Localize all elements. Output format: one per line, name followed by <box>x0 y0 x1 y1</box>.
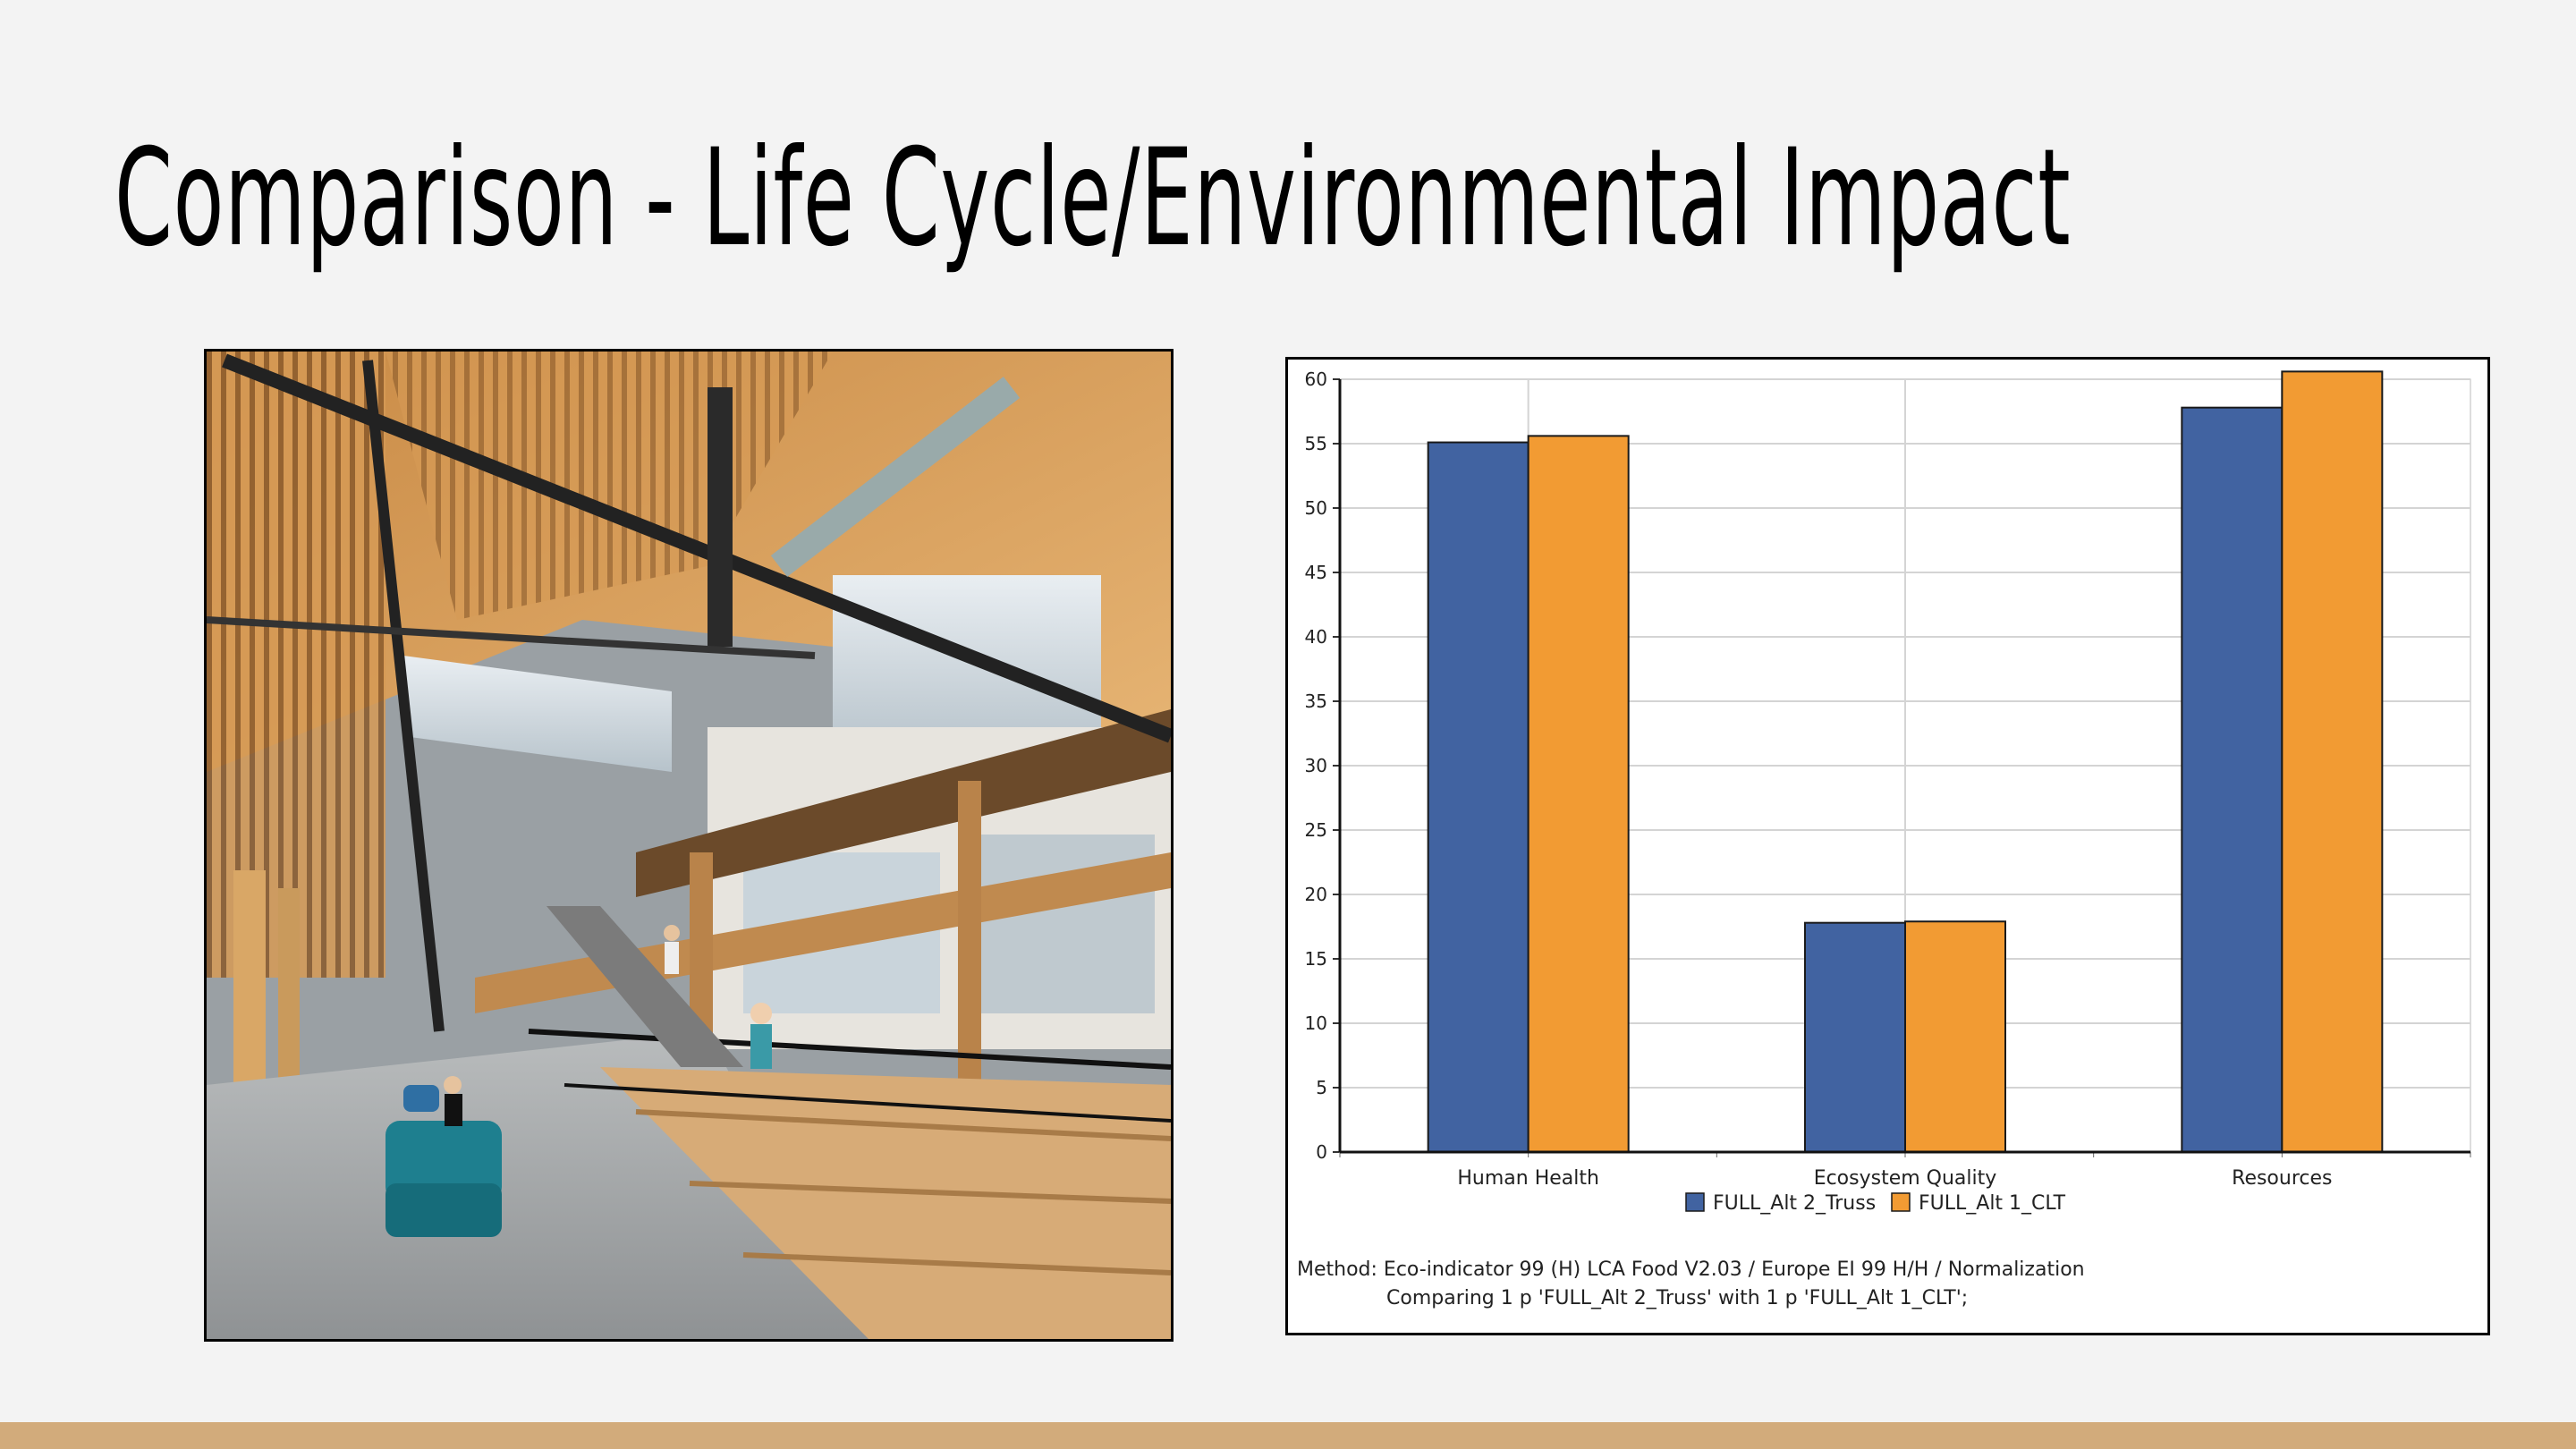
x-tick-label: Resources <box>2232 1167 2332 1190</box>
bar-clt-2 <box>2281 370 2384 1154</box>
bottom-accent-bar <box>0 1422 2576 1449</box>
y-tick-label: 15 <box>1305 948 1327 970</box>
y-tick-label: 60 <box>1305 369 1327 390</box>
x-tick-label: Human Health <box>1457 1167 1599 1190</box>
bar-clt-1 <box>1904 920 2006 1153</box>
y-tick-label: 40 <box>1305 626 1327 648</box>
bar-chart: 0 5 10 15 20 25 30 35 40 45 50 55 60 Human Health Ecos… <box>1297 369 2471 1309</box>
axis-layer: 0 5 10 15 20 25 30 35 40 45 50 55 60 Human Health Ecos… <box>1305 369 2471 1190</box>
y-tick-label: 0 <box>1316 1141 1327 1163</box>
legend-swatch <box>1685 1192 1705 1212</box>
legend: FULL_Alt 2_Truss FULL_Alt 1_CLT <box>1685 1192 2066 1215</box>
legend-label: FULL_Alt 2_Truss <box>1713 1192 1876 1215</box>
chart-footnote-method: Method: Eco-indicator 99 (H) LCA Food V2… <box>1297 1258 2085 1281</box>
atrium-photo <box>204 349 1174 1342</box>
y-tick-label: 35 <box>1305 691 1327 712</box>
x-tick-label: Ecosystem Quality <box>1814 1167 1997 1190</box>
bar-truss-0 <box>1427 441 1530 1153</box>
y-tick-label: 10 <box>1305 1013 1327 1034</box>
y-tick-label: 5 <box>1316 1077 1327 1098</box>
slide-title: Comparison - Life Cycle/Environmental Im… <box>114 121 2072 276</box>
legend-label: FULL_Alt 1_CLT <box>1919 1192 2066 1215</box>
y-tick-label: 55 <box>1305 433 1327 454</box>
bar-layer <box>1427 370 2384 1154</box>
impact-chart: 0 5 10 15 20 25 30 35 40 45 50 55 60 Human Health Ecos… <box>1285 357 2490 1335</box>
y-tick-label: 30 <box>1305 755 1327 776</box>
bar-clt-0 <box>1527 435 1630 1154</box>
bar-truss-1 <box>1804 921 1906 1153</box>
atrium-illustration <box>207 352 1171 1339</box>
bar-truss-2 <box>2181 406 2284 1154</box>
y-tick-label: 50 <box>1305 497 1327 519</box>
legend-swatch <box>1891 1192 1911 1212</box>
y-tick-label: 45 <box>1305 562 1327 583</box>
y-tick-label: 25 <box>1305 819 1327 841</box>
chart-footnote-comparison: Comparing 1 p 'FULL_Alt 2_Truss' with 1 … <box>1386 1287 1968 1309</box>
y-tick-label: 20 <box>1305 884 1327 905</box>
